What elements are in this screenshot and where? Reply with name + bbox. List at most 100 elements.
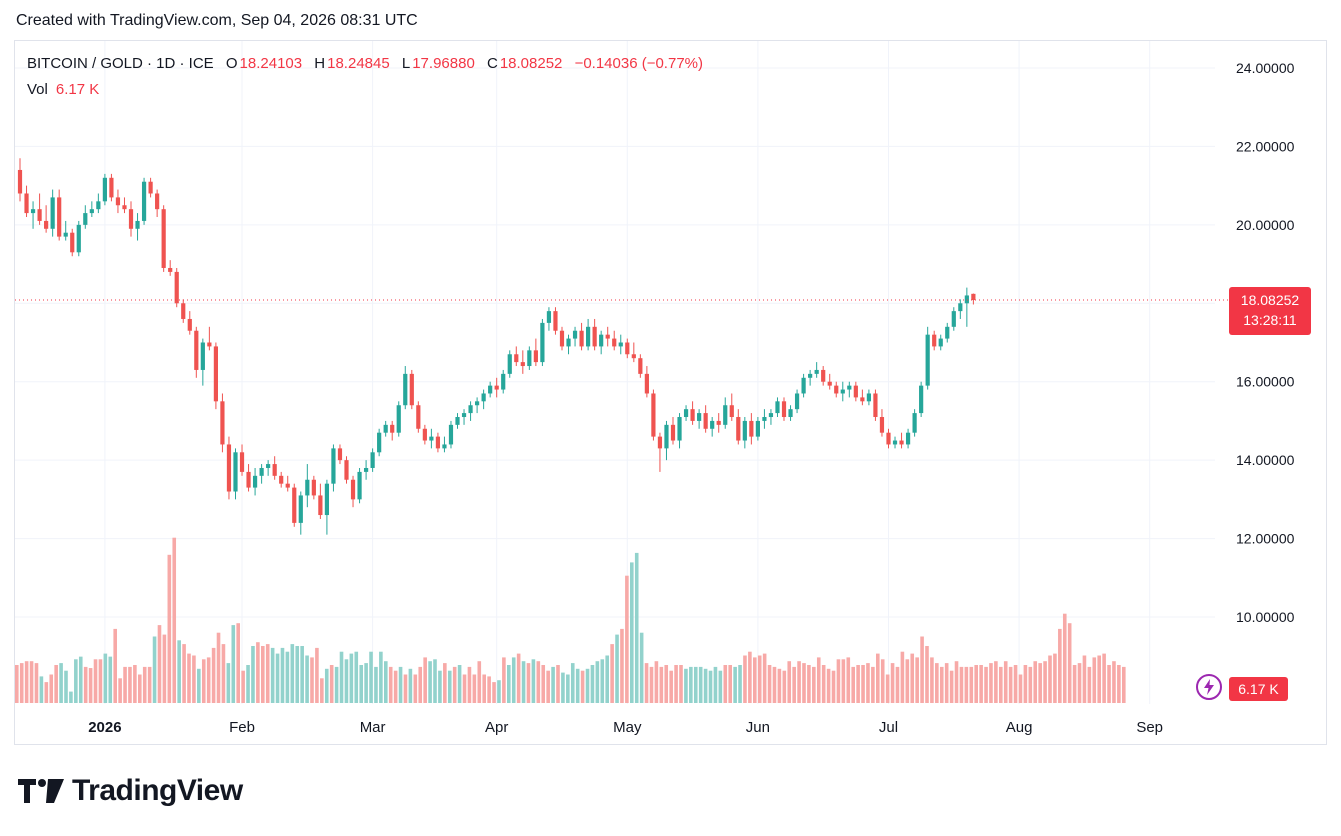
candle-body [736, 417, 741, 441]
volume-bar [876, 653, 880, 703]
volume-bar [24, 661, 29, 703]
volume-bar [930, 657, 934, 703]
volume-bar [999, 666, 1003, 703]
volume-bar [413, 674, 418, 703]
candle-body [285, 483, 290, 488]
candle-body [919, 385, 924, 414]
candle-body [612, 338, 617, 347]
last-price-tag: 18.08252 13:28:11 [1229, 287, 1311, 335]
volume-bar [349, 653, 354, 703]
volume-bar [1058, 628, 1062, 703]
candle-body [925, 334, 930, 386]
candle-body [174, 271, 179, 304]
volume-bar [610, 644, 614, 703]
volume-bar [1053, 653, 1057, 703]
volume-bar [339, 651, 344, 703]
candle-body [383, 424, 388, 433]
volume-bar [561, 672, 565, 703]
volume-bar [669, 670, 673, 703]
candle-body [853, 385, 858, 398]
volume-bar [984, 666, 988, 703]
volume-bar [915, 657, 919, 703]
candle-body [827, 381, 832, 386]
candle-body [729, 405, 734, 418]
chart-frame[interactable] [14, 40, 1327, 745]
candle-body [690, 409, 695, 421]
volume-bar [433, 659, 437, 703]
volume-bar [679, 665, 683, 703]
volume-bar [54, 665, 58, 703]
lightning-icon[interactable] [1196, 674, 1222, 700]
candle-body [44, 220, 49, 229]
volume-bar [1107, 665, 1111, 703]
candle-body [677, 417, 682, 441]
volume-bar [487, 676, 491, 703]
volume-bar [1117, 665, 1121, 703]
volume-bar [1048, 655, 1052, 703]
volume-bar [438, 670, 442, 703]
volume-bar [74, 659, 78, 703]
volume-bar [605, 655, 609, 703]
tradingview-logo[interactable]: TradingView [18, 774, 243, 808]
volume-bar [457, 665, 462, 703]
candle-body [605, 334, 610, 339]
volume-bar [285, 651, 290, 703]
candle-body [115, 197, 121, 206]
volume-bar [733, 666, 737, 703]
candle-body [514, 354, 519, 363]
volume-bar [551, 666, 555, 703]
candle-body [572, 330, 578, 339]
candle-body [239, 452, 245, 472]
volume-bar [418, 666, 423, 703]
volume-bar [162, 634, 167, 703]
volume-bar [1112, 661, 1116, 703]
candle-body [370, 452, 375, 468]
candle-body [488, 385, 493, 394]
candle-body [357, 471, 362, 500]
volume-bar [462, 674, 467, 703]
candle-body [318, 495, 323, 516]
volume-bar [29, 661, 34, 703]
created-with-header: Created with TradingView.com, Sep 04, 20… [16, 12, 418, 29]
volume-bar [753, 657, 757, 703]
volume-bar [797, 661, 801, 703]
candle-body [311, 479, 316, 496]
candle-body [272, 464, 277, 476]
volume-bar [836, 659, 841, 703]
candle-body [964, 295, 969, 304]
volume-bar [246, 665, 250, 703]
candle-body [788, 409, 793, 418]
volume-bar [964, 666, 969, 703]
candle-body [586, 326, 591, 347]
candle-body [716, 420, 721, 425]
candle-body [951, 311, 956, 327]
volume-bar [831, 670, 836, 703]
candle-body [638, 358, 643, 374]
volume-bar [359, 665, 363, 703]
volume-bar [772, 666, 777, 703]
candle-body [579, 330, 584, 347]
volume-bar [979, 665, 983, 703]
volume-bar [1122, 666, 1126, 703]
candle-body [847, 385, 852, 390]
low-label: L [401, 55, 411, 72]
tradingview-wordmark: TradingView [72, 774, 243, 807]
candle-body [899, 440, 904, 445]
volume-bar [516, 653, 521, 703]
candle-body [945, 326, 950, 339]
y-tick-label: 20.00000 [1236, 217, 1295, 233]
candle-body [435, 436, 441, 449]
candle-body [599, 334, 604, 347]
volume-bar [201, 659, 206, 703]
volume-bar [88, 668, 93, 703]
volume-bar [812, 666, 816, 703]
volume-bar [649, 666, 654, 703]
candle-body [697, 413, 702, 421]
volume-bar [511, 657, 516, 703]
volume-bar [826, 668, 831, 703]
candle-body [683, 409, 689, 418]
candle-body [873, 393, 878, 418]
candle-body [520, 362, 525, 367]
volume-bar [492, 682, 496, 703]
